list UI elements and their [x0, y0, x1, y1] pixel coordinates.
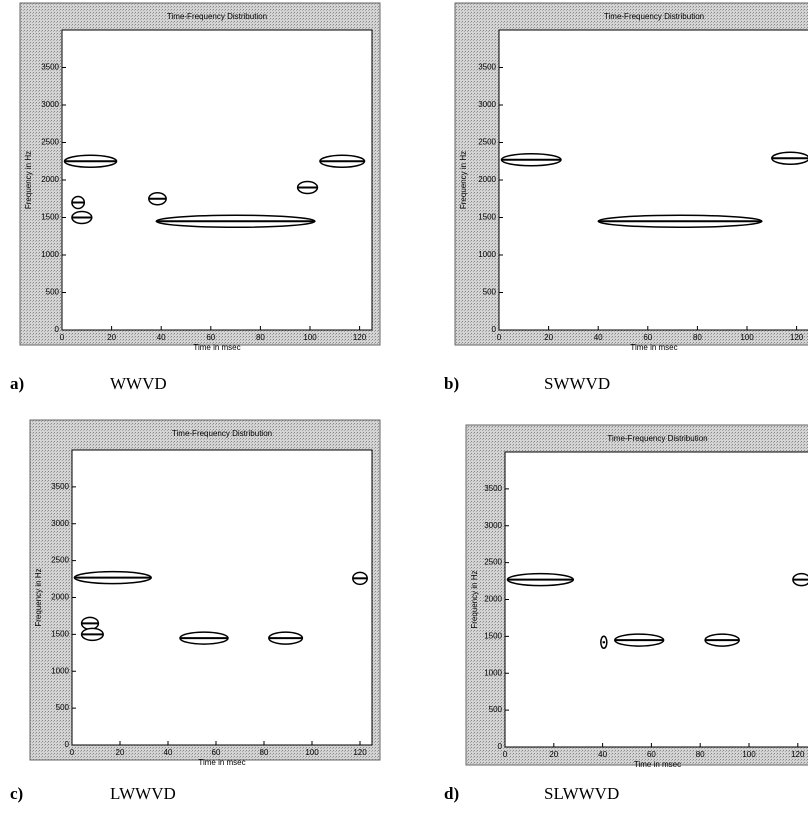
y-tick-label: 2500 — [478, 138, 496, 147]
x-tick-label: 80 — [693, 333, 702, 342]
panel-caption: LWWVD — [110, 784, 176, 803]
x-tick-label: 60 — [212, 748, 221, 757]
y-tick-label: 2500 — [484, 558, 502, 567]
y-tick-label: 1000 — [484, 668, 502, 677]
panel: Time-Frequency Distribution Time in msec F… — [444, 424, 808, 803]
y-tick-label: 2000 — [41, 175, 59, 184]
y-tick-label: 3500 — [41, 63, 59, 72]
y-axis-label: Frequency in Hz — [470, 570, 479, 628]
x-tick-label: 80 — [696, 750, 705, 759]
x-tick-label: 100 — [742, 750, 756, 759]
x-tick-label: 40 — [157, 333, 166, 342]
y-tick-label: 500 — [56, 703, 70, 712]
y-axis-label: Frequency in Hz — [459, 151, 468, 209]
y-tick-label: 3000 — [478, 100, 496, 109]
y-tick-label: 3000 — [41, 100, 59, 109]
y-tick-label: 3500 — [51, 482, 69, 491]
x-tick-label: 120 — [791, 750, 805, 759]
y-tick-label: 2000 — [484, 595, 502, 604]
x-tick-label: 100 — [740, 333, 754, 342]
y-tick-label: 1000 — [51, 666, 69, 675]
y-tick-label: 500 — [489, 705, 503, 714]
x-tick-label: 40 — [164, 748, 173, 757]
x-tick-label: 20 — [544, 333, 553, 342]
plot-area — [498, 29, 808, 331]
y-tick-label: 0 — [498, 742, 503, 751]
x-tick-label: 40 — [594, 333, 603, 342]
panel-title: Time-Frequency Distribution — [604, 12, 704, 21]
y-tick-label: 1500 — [484, 631, 502, 640]
x-tick-label: 60 — [647, 750, 656, 759]
x-tick-label: 120 — [790, 333, 804, 342]
y-tick-label: 1000 — [41, 250, 59, 259]
y-tick-label: 2500 — [41, 138, 59, 147]
panel-title: Time-Frequency Distribution — [167, 12, 267, 21]
x-axis-label: Time in msec — [198, 758, 245, 767]
panel: Time-Frequency Distribution Time in msec F… — [10, 2, 381, 393]
panel-caption: SLWWVD — [544, 784, 619, 803]
x-axis-label: Time in msec — [634, 760, 681, 769]
panel: Time-Frequency Distribution Time in msec F… — [10, 419, 381, 803]
y-tick-label: 1500 — [51, 629, 69, 638]
x-axis-label: Time in msec — [193, 343, 240, 352]
y-axis-label: Frequency in Hz — [34, 568, 43, 626]
panel-letter: a) — [10, 374, 24, 393]
x-tick-label: 20 — [107, 333, 116, 342]
panel-letter: d) — [444, 784, 459, 803]
x-tick-label: 20 — [549, 750, 558, 759]
x-tick-label: 100 — [303, 333, 317, 342]
y-axis-label: Frequency in Hz — [24, 151, 33, 209]
x-tick-label: 60 — [643, 333, 652, 342]
x-tick-label: 80 — [256, 333, 265, 342]
y-tick-label: 3000 — [484, 521, 502, 530]
y-tick-label: 1000 — [478, 250, 496, 259]
y-tick-label: 500 — [483, 288, 497, 297]
y-tick-label: 0 — [55, 325, 60, 334]
y-tick-label: 1500 — [478, 213, 496, 222]
y-tick-label: 2500 — [51, 556, 69, 565]
plot-area — [504, 451, 808, 748]
x-tick-label: 60 — [206, 333, 215, 342]
y-tick-label: 3000 — [51, 519, 69, 528]
x-tick-label: 0 — [503, 750, 508, 759]
plot-area — [61, 29, 373, 331]
y-tick-label: 2000 — [478, 175, 496, 184]
panel-caption: SWWVD — [544, 374, 610, 393]
panel-caption: WWVD — [110, 374, 167, 393]
x-tick-label: 0 — [497, 333, 502, 342]
panel-title: Time-Frequency Distribution — [607, 434, 707, 443]
y-tick-label: 2000 — [51, 593, 69, 602]
y-tick-label: 0 — [492, 325, 497, 334]
panel-letter: b) — [444, 374, 459, 393]
y-tick-label: 3500 — [484, 484, 502, 493]
x-tick-label: 120 — [353, 748, 367, 757]
y-tick-label: 500 — [46, 288, 60, 297]
x-tick-label: 0 — [70, 748, 75, 757]
x-tick-label: 20 — [116, 748, 125, 757]
x-axis-label: Time in msec — [630, 343, 677, 352]
panel-title: Time-Frequency Distribution — [172, 429, 272, 438]
plot-area — [71, 449, 373, 746]
x-tick-label: 80 — [260, 748, 269, 757]
x-tick-label: 40 — [598, 750, 607, 759]
panel: Time-Frequency Distribution Time in msec F… — [444, 2, 808, 393]
x-tick-label: 100 — [305, 748, 319, 757]
y-tick-label: 0 — [65, 740, 70, 749]
x-tick-label: 0 — [60, 333, 65, 342]
y-tick-label: 3500 — [478, 63, 496, 72]
y-tick-label: 1500 — [41, 213, 59, 222]
x-tick-label: 120 — [353, 333, 367, 342]
panel-letter: c) — [10, 784, 23, 803]
